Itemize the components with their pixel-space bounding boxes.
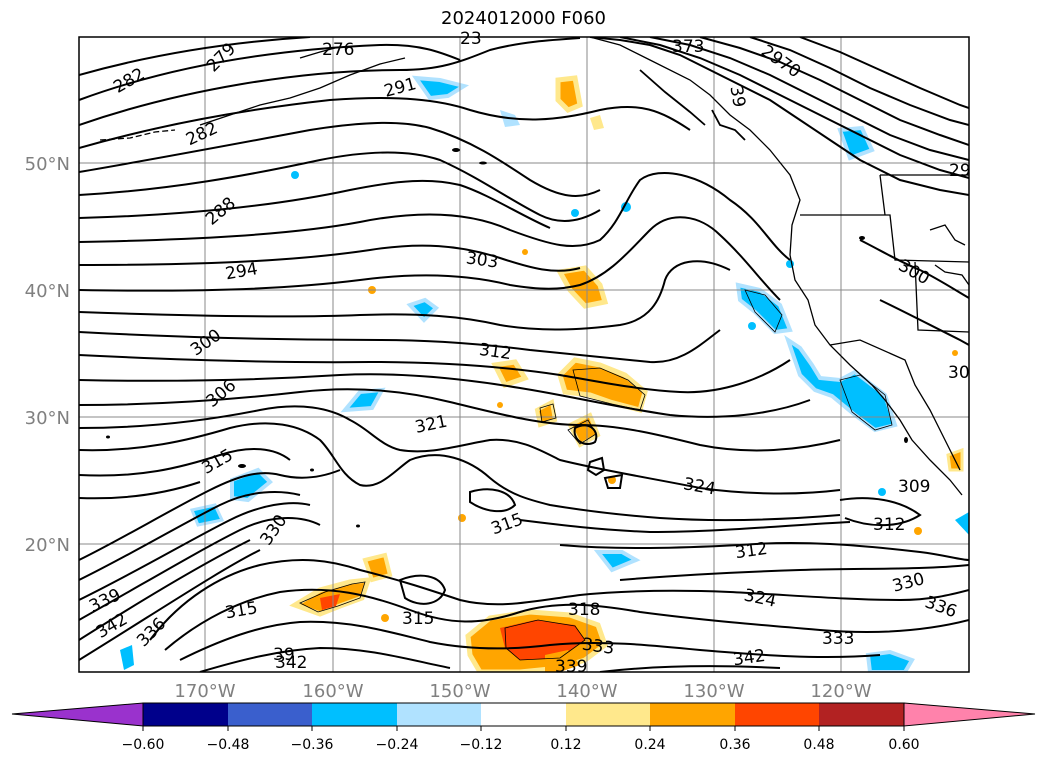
contour-label: 303	[465, 248, 500, 272]
lon-label: 160°W	[302, 681, 363, 702]
map-plot-area	[79, 37, 969, 672]
contour-label: 333	[822, 629, 854, 649]
contour-label: 318	[568, 600, 600, 620]
lat-label: 50°N	[25, 154, 70, 175]
colorbar-tick-label: 0.24	[634, 737, 665, 753]
colorbar-bin	[819, 703, 904, 726]
colorbar-bin	[566, 703, 650, 726]
contour-label: 373	[672, 37, 704, 57]
lon-label: 140°W	[556, 681, 617, 702]
contour-label: 312	[734, 539, 769, 563]
islands	[106, 148, 908, 528]
colorbar-bin	[228, 703, 312, 726]
colorbar-bin	[481, 703, 566, 726]
colorbar-tick-label: −0.24	[376, 737, 419, 753]
anomaly-outlines	[299, 289, 893, 661]
contour-label: 23	[460, 29, 482, 49]
contour-label: 312	[478, 340, 513, 364]
lat-label: 30°N	[25, 408, 70, 429]
colorbar-tick-label: −0.48	[207, 737, 250, 753]
lon-label: 170°W	[174, 681, 235, 702]
colorbar-bin	[312, 703, 397, 726]
colorbar-bin	[735, 703, 819, 726]
colorbar-tick-label: 0.48	[803, 737, 834, 753]
colorbar-bin	[143, 703, 228, 726]
contour-label: 333	[581, 635, 616, 659]
contour-label: 315	[402, 609, 434, 629]
height-contours	[79, 37, 969, 672]
colorbar-lower-extend	[11, 702, 144, 727]
contour-label: 276	[322, 40, 354, 60]
map-title: 2024012000 F060	[441, 8, 606, 29]
longitude-labels: 170°W 160°W 150°W 140°W 130°W 120°W	[174, 681, 871, 702]
lon-label: 130°W	[683, 681, 744, 702]
contour-label: 29	[949, 161, 971, 181]
colorbar-tick-label: 0.12	[550, 737, 581, 753]
colorbar-bin	[650, 703, 735, 726]
contour-label: 339	[555, 657, 587, 677]
lat-label: 40°N	[25, 281, 70, 302]
contour-label: 309	[898, 477, 930, 497]
contour-label: 342	[732, 646, 767, 670]
colorbar-upper-extend	[903, 702, 1036, 727]
contour-label: 312	[873, 515, 905, 535]
colorbar: −0.60 −0.48 −0.36 −0.24 −0.12 0.12 0.24 …	[11, 702, 1036, 753]
contour-label: 30	[948, 363, 970, 383]
latitude-labels: 50°N 40°N 30°N 20°N	[25, 154, 70, 556]
map-frame	[78, 36, 970, 673]
colorbar-bin	[397, 703, 481, 726]
contour-label: 342	[275, 653, 307, 673]
colorbar-tick-label: 0.60	[888, 737, 919, 753]
colorbar-tick-label: −0.60	[122, 737, 165, 753]
contour-label: 39	[725, 84, 748, 109]
lon-label: 150°W	[429, 681, 490, 702]
lon-label: 120°W	[810, 681, 871, 702]
lat-label: 20°N	[25, 535, 70, 556]
colorbar-tick-label: −0.12	[460, 737, 503, 753]
contour-label: 39	[273, 645, 295, 665]
positive-anomaly-shading	[289, 75, 964, 672]
colorbar-tick-label: −0.36	[291, 737, 334, 753]
colorbar-tick-label: 0.36	[719, 737, 750, 753]
